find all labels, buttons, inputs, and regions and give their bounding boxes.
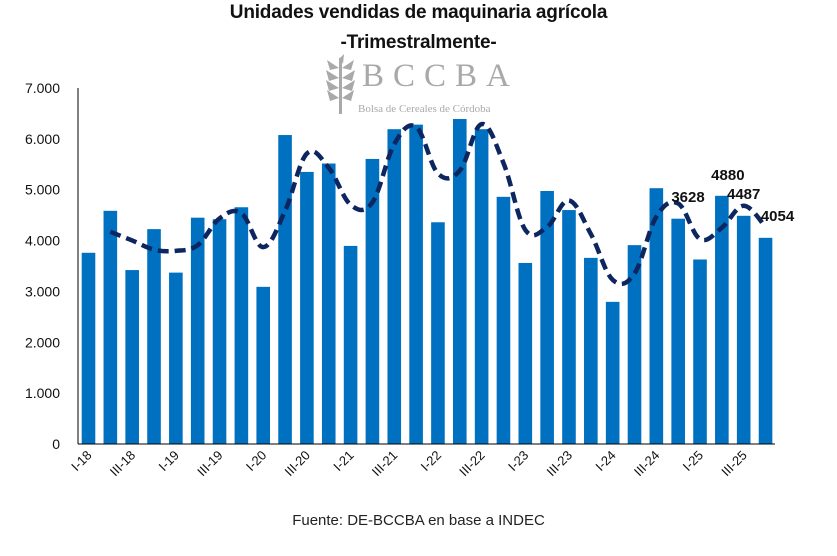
bar-II-25 <box>715 195 729 444</box>
x-tick-label: I-25 <box>680 448 706 474</box>
bar-I-23 <box>518 262 533 444</box>
wheat-icon <box>326 54 355 114</box>
bar-IV-18 <box>147 229 161 444</box>
bar-I-19 <box>169 272 183 444</box>
x-axis: I-18 III-18 I-19 III-19 I-20 III-20 I-21 III-21… <box>68 443 775 480</box>
bar-IV-24 <box>671 218 685 444</box>
bar-I-25 <box>693 259 707 444</box>
data-label: 4880 <box>711 167 744 184</box>
y-tick-label: 0 <box>52 436 60 452</box>
y-tick-label: 7.000 <box>25 80 60 96</box>
x-tick-label: III-23 <box>544 448 576 480</box>
x-tick-label: I-19 <box>156 448 182 474</box>
bar-III-23 <box>562 210 576 444</box>
x-tick-label: I-23 <box>505 448 531 474</box>
bar-I-20 <box>256 286 271 444</box>
bar-III-22 <box>474 129 489 445</box>
moving-average-path <box>109 121 768 287</box>
bar-IV-23 <box>584 257 598 444</box>
bar-II-22 <box>452 119 467 444</box>
data-label: 4054 <box>761 208 795 225</box>
chart-title: Unidades vendidas de maquinaria agrícola <box>229 2 608 23</box>
x-tick-label: III-20 <box>281 448 313 480</box>
bar-IV-19 <box>234 207 249 444</box>
bar-IV-22 <box>496 196 511 444</box>
bar-III-24 <box>649 188 664 444</box>
bar-I-22 <box>431 222 445 444</box>
y-tick-label: 2.000 <box>25 334 60 350</box>
bar-II-19 <box>190 217 205 444</box>
bar-II-21 <box>365 158 380 444</box>
x-tick-label: I-24 <box>592 448 618 474</box>
bar-II-24 <box>627 245 642 444</box>
bar-III-18 <box>125 270 139 444</box>
logo-name: BCCBA <box>362 58 519 94</box>
bar-II-20 <box>278 135 292 445</box>
x-tick-label: I-20 <box>243 448 269 474</box>
bccba-logo: BCCBA Bolsa de Cereales de Córdoba <box>322 54 522 120</box>
logo-tagline: Bolsa de Cereales de Córdoba <box>358 103 491 115</box>
x-tick-label: I-22 <box>418 448 444 474</box>
y-tick-label: 1.000 <box>25 385 60 401</box>
source-note: Fuente: DE-BCCBA en base a INDEC <box>292 512 545 529</box>
x-tick-label: III-24 <box>631 448 663 480</box>
bar-III-19 <box>212 219 227 444</box>
chart-subtitle: -Trimestralmente- <box>340 32 497 53</box>
y-tick-label: 5.000 <box>25 182 60 198</box>
moving-average-line <box>109 121 768 287</box>
x-tick-label: III-19 <box>194 448 226 480</box>
bars-series <box>81 119 773 445</box>
bar-I-18 <box>81 252 96 444</box>
bar-II-23 <box>540 190 554 444</box>
y-tick-label: 6.000 <box>25 131 60 147</box>
data-label: 3628 <box>671 189 704 206</box>
data-label: 4487 <box>727 186 760 203</box>
y-axis: 0 1.000 2.000 3.000 4.000 5.000 6.000 7.000 <box>25 80 79 452</box>
x-tick-label: III-25 <box>718 448 750 480</box>
y-tick-label: 3.000 <box>25 283 60 299</box>
bar-I-21 <box>343 245 358 444</box>
bar-II-18 <box>103 210 118 444</box>
bar-IV-20 <box>321 163 336 444</box>
x-tick-label: III-18 <box>107 448 139 480</box>
bar-I-24 <box>605 301 620 444</box>
x-tick-label: III-21 <box>369 448 401 480</box>
bar-IV-21 <box>409 124 423 445</box>
bar-III-20 <box>300 171 314 444</box>
bar-III-25 <box>736 215 751 444</box>
y-tick-label: 4.000 <box>25 233 60 249</box>
x-tick-label: III-22 <box>456 448 488 480</box>
x-tick-label: I-21 <box>330 448 356 474</box>
x-tick-label: I-18 <box>68 448 94 474</box>
bar-chart: 0 1.000 2.000 3.000 4.000 5.000 6.000 7.000 I-1… <box>25 80 795 480</box>
bar-IV-25 <box>758 237 773 444</box>
bar-III-21 <box>387 129 402 445</box>
